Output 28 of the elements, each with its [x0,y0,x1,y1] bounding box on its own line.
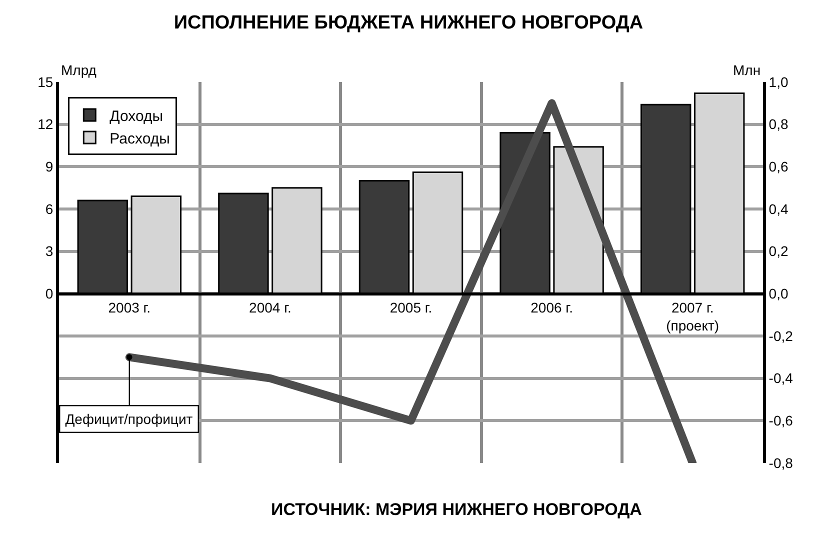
text: ИСТОЧНИК: МЭРИЯ НИЖНЕГО НОВГОРОДА [271,500,642,519]
x-tick-label: 2007 г. (проект) [666,299,720,334]
legend-label: Доходы [110,108,164,125]
y-tick-label: 12 [38,116,54,132]
y-tick-label: 9 [45,158,54,175]
y2-tick-label: -0,2 [768,328,794,344]
y-tick-label: 3 [45,243,54,260]
x-tick-label: 2003 г. [108,299,151,316]
chart-title: ИСПОЛНЕНИЕ БЮДЖЕТА НИЖНЕГО НОВГОРОДА [174,12,644,34]
x-tick-label: 2005 г. [390,299,432,316]
y2-tick-label: 0,6 [768,158,788,175]
y2-tick-label: 1,0 [768,74,788,90]
y-tick-label: 15 [38,74,54,90]
y2-tick-label: 0,8 [768,116,788,132]
legend-label: Расходы [110,130,170,148]
y2-tick-label: -0,8 [768,454,794,471]
y2-tick-label: 0,4 [768,200,788,217]
x-tick-label: 2006 г. [530,299,573,316]
text: Дефицит/профицит [65,411,194,428]
y-tick-label: 6 [45,200,54,217]
y2-axis-title: Млн [733,62,761,78]
y2-tick-label: -0,6 [768,412,794,429]
y2-tick-label: -0,4 [768,370,794,386]
y2-tick-label: 0,2 [768,243,788,260]
y-axis-title: Млрд [61,62,96,78]
y-tick-label: 0 [45,286,54,302]
y2-tick-label: 0,0 [768,286,788,302]
x-tick-label: 2004 г. [249,299,292,316]
